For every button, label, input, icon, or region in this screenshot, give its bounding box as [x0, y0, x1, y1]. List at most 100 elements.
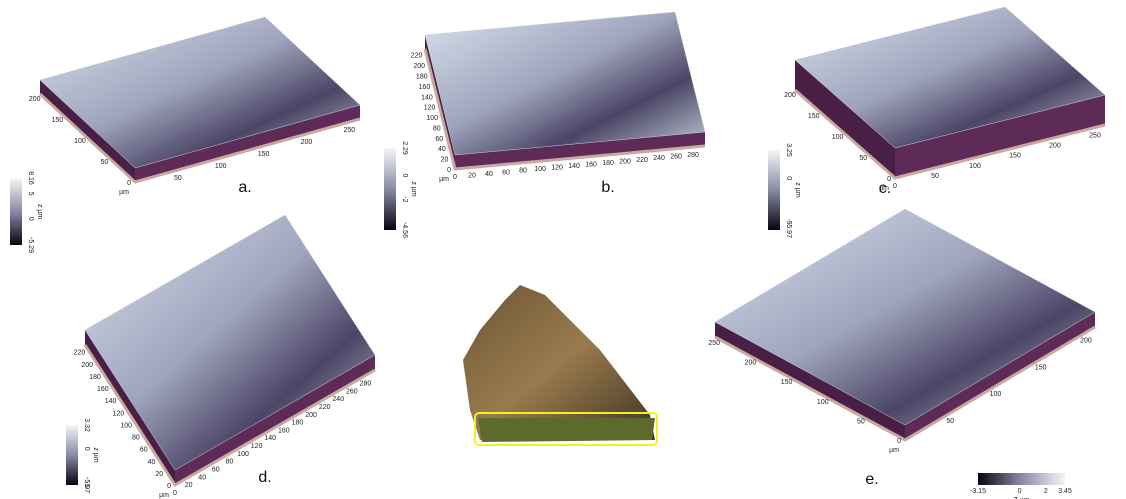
x-tick-label: 20: [185, 482, 193, 489]
x-tick-label: 250: [1089, 133, 1101, 140]
x-tick-label: 220: [319, 404, 331, 411]
panel-label: b.: [601, 179, 614, 196]
surface-plot: 0 50 100 150 200 250 50 100 150 200 µm e. -3.15 0 2 3.4…: [708, 208, 1096, 499]
y-tick-label: 150: [781, 379, 793, 386]
surface: [84, 214, 376, 471]
surface-plot: 0 50 100 150 200 0 50 100 150 200 250 µmc. 3.25 0 -5-5…: [768, 6, 1106, 238]
colorbar-tick-label: 0: [785, 176, 792, 180]
x-tick-label: 280: [687, 152, 699, 159]
y-tick-label: 160: [419, 84, 431, 91]
y-tick-label: 100: [817, 399, 829, 406]
y-tick-label: 40: [438, 146, 446, 153]
axis-floor: [794, 88, 1106, 180]
y-tick-label: 50: [101, 159, 109, 166]
surface: [714, 208, 1096, 426]
x-tick-label: 80: [519, 168, 527, 175]
y-tick-label: 220: [411, 53, 423, 60]
colorbar-tick-label: -5.29: [27, 237, 34, 253]
y-tick-label: 80: [132, 435, 140, 442]
y-tick-label: 0: [887, 176, 891, 183]
x-tick-label: 100: [534, 166, 546, 173]
colorbar-tick-label: 8.16: [27, 171, 34, 185]
y-tick-label: 180: [416, 73, 428, 80]
y-tick-label: 120: [424, 105, 436, 112]
y-tick-label: 20: [441, 157, 449, 164]
y-tick-label: 50: [857, 418, 865, 425]
x-tick-label: 80: [226, 459, 234, 466]
colorbar-tick-label: -3.15: [970, 488, 986, 495]
base-side: [85, 330, 175, 485]
y-tick-label: 0: [447, 167, 451, 174]
surface: [424, 11, 706, 156]
x-tick-label: 40: [485, 171, 493, 178]
axis-floor: [83, 344, 376, 488]
y-tick-label: 60: [435, 136, 443, 143]
x-tick-label: 150: [1035, 364, 1047, 371]
colorbar-tick-label: 3.45: [1058, 488, 1072, 495]
colorbar: 3.25 0 -5-5.97 z µm: [768, 143, 801, 238]
y-tick-label: 60: [140, 447, 148, 454]
y-tick-label: 200: [413, 63, 425, 70]
x-tick-label: 150: [258, 151, 270, 158]
x-tick-label: 180: [602, 160, 614, 167]
base-side: [715, 322, 905, 440]
x-tick-label: 160: [585, 161, 597, 168]
colorbar-tick-label: -5.97: [785, 222, 792, 238]
y-tick-label: 200: [784, 92, 796, 99]
colorbar-unit: z µm: [794, 182, 801, 197]
x-tick-label: 100: [215, 163, 227, 170]
base-side: [40, 80, 135, 182]
surface-plot: 0 20 40 60 80 100 120 140 160 180 200 220 0 20 40 60 80 1…: [384, 11, 706, 238]
x-tick-label: 0: [893, 183, 897, 190]
x-tick-label: 50: [174, 175, 182, 182]
colorbar-tick-label: 3.25: [785, 143, 792, 157]
panel-label: a.: [238, 179, 251, 196]
x-tick-label: 240: [332, 396, 344, 403]
base-front: [175, 355, 375, 485]
y-tick-label: 250: [708, 340, 720, 347]
colorbar-tick-label: 0: [401, 173, 408, 177]
x-tick-label: 200: [1049, 143, 1061, 150]
x-tick-label: 0: [173, 490, 177, 497]
colorbar-unit: z µm: [92, 447, 99, 462]
y-tick-label: 100: [426, 115, 438, 122]
y-tick-label: 100: [120, 422, 132, 429]
x-tick-label: 160: [278, 427, 290, 434]
colorbar: 8.16 5 0 -5.29 z µm: [10, 171, 43, 253]
x-tick-label: 180: [292, 420, 304, 427]
x-tick-label: 120: [551, 165, 563, 172]
base-front: [895, 95, 1105, 178]
axis-floor: [38, 92, 361, 184]
x-tick-label: 20: [468, 172, 476, 179]
colorbar: 2.29 0 -2 -4.56 z µm: [384, 141, 417, 238]
x-tick-label: 260: [346, 388, 358, 395]
x-tick-label: 220: [636, 157, 648, 164]
y-tick-label: 20: [155, 471, 163, 478]
colorbar-gradient: [384, 148, 396, 230]
x-tick-label: 0: [453, 174, 457, 181]
y-tick-label: 80: [433, 125, 441, 132]
colorbar-gradient: [978, 473, 1065, 485]
colorbar: 3.32 0 -5-5.07 z µm: [66, 418, 99, 493]
y-tick-label: 160: [97, 386, 109, 393]
axis-unit: µm: [879, 185, 889, 192]
y-tick-label: 100: [832, 134, 844, 141]
x-tick-label: 140: [568, 163, 580, 170]
x-tick-label: 200: [619, 158, 631, 165]
colorbar-tick-label: -2: [401, 196, 408, 202]
base-front: [135, 105, 360, 182]
colorbar-unit: Z µm: [1013, 497, 1029, 499]
axis-unit: µm: [119, 189, 129, 196]
colorbar-tick-label: 0: [83, 447, 90, 451]
y-tick-label: 120: [113, 410, 125, 417]
x-tick-label: 140: [264, 435, 276, 442]
colorbar-tick-label: 5: [27, 192, 34, 196]
axis-unit: µm: [889, 447, 899, 454]
x-tick-label: 100: [990, 391, 1002, 398]
colorbar-unit: z µm: [410, 181, 417, 196]
y-tick-label: 0: [127, 180, 131, 187]
axis-unit: µm: [439, 176, 449, 183]
base-front: [905, 312, 1095, 440]
